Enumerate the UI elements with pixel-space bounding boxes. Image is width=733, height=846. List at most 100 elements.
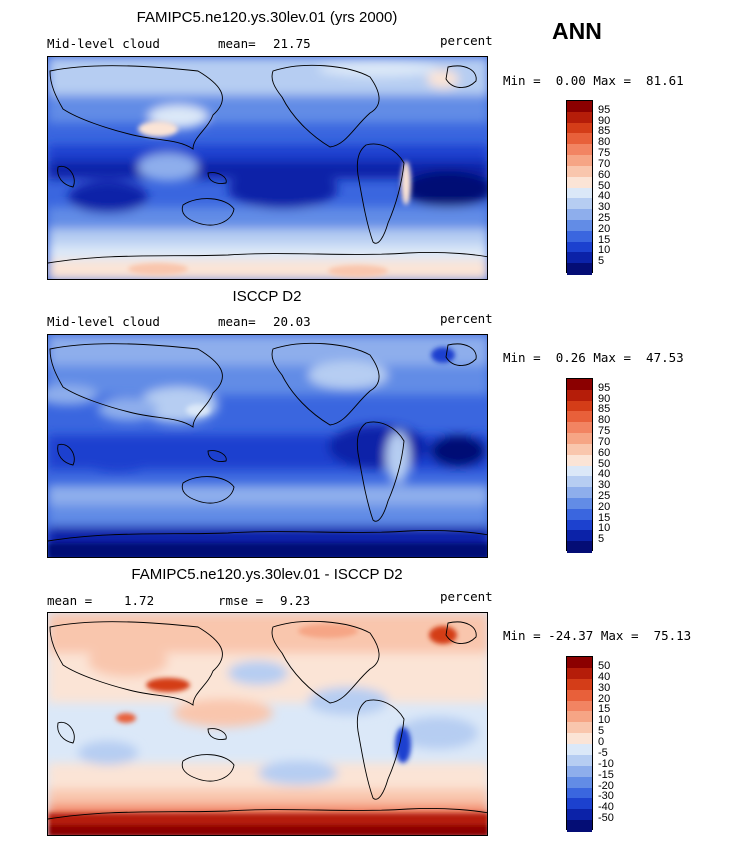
colorbar-segment: [567, 678, 592, 691]
colorbar-segment: [567, 519, 592, 531]
panel-3-title: FAMIPC5.ne120.ys.30lev.01 - ISCCP D2: [131, 566, 403, 583]
panel-2-max-value: 47.53: [646, 350, 684, 365]
panel-3-mean-label: mean =: [47, 593, 93, 608]
colorbar-tick-label: 95: [598, 381, 611, 394]
colorbar-segment: [567, 422, 592, 434]
panel-1-min-value: 0.00: [555, 73, 586, 88]
panel-2-map: [47, 334, 488, 558]
colorbar-segment: [567, 219, 592, 232]
colorbar-segment: [567, 530, 592, 542]
panel-1-max-value: 81.61: [646, 73, 684, 88]
colorbar-tick-label: 10: [598, 244, 611, 257]
colorbar-segment: [567, 765, 592, 778]
colorbar-segment: [567, 379, 592, 391]
colorbar-tick-label: 40: [598, 468, 611, 481]
colorbar-tick-label: -50: [598, 812, 614, 825]
colorbar-tick-label: -20: [598, 779, 614, 792]
panel-3-units: percent: [440, 589, 493, 604]
colorbar-tick-label: 90: [598, 114, 611, 127]
colorbar-segment: [567, 155, 592, 167]
colorbar-tick-label: 90: [598, 392, 611, 405]
colorbar-segment: [567, 667, 592, 680]
panel-1-minmax: Min = 0.00 Max = 81.61: [503, 73, 684, 88]
colorbar-tick-label: -30: [598, 790, 614, 803]
colorbar-segment: [567, 122, 592, 134]
colorbar-tick-label: 30: [598, 479, 611, 492]
colorbar-segment: [567, 198, 592, 210]
colorbar-tick-label: 0: [598, 736, 605, 748]
panel-3-mean-value: 1.72: [124, 593, 155, 608]
colorbar-tick-label: 30: [598, 681, 611, 694]
colorbar-segment: [567, 263, 592, 275]
colorbar-segment: [567, 776, 592, 788]
panel-3-colorbar: [566, 656, 593, 832]
colorbar-segment: [567, 541, 592, 553]
colorbar-tick-label: 80: [598, 414, 611, 427]
panel-3-map: [47, 612, 488, 836]
colorbar-segment: [567, 144, 592, 156]
colorbar-segment: [567, 787, 592, 799]
panel-3-max-value: 75.13: [653, 628, 692, 643]
panel-3-rmse-value: 9.23: [280, 593, 311, 608]
colorbar-segment: [567, 133, 592, 145]
colorbar-tick-label: 25: [598, 211, 611, 224]
panel-2-min-value: 0.26: [555, 350, 586, 365]
colorbar-tick-label: 70: [598, 435, 611, 448]
colorbar-segment: [567, 209, 592, 221]
colorbar-segment: [567, 411, 592, 423]
colorbar-segment: [567, 711, 592, 723]
colorbar-tick-label: -40: [598, 801, 614, 814]
colorbar-tick-label: 15: [598, 703, 611, 716]
panel-2-colorbar: [566, 378, 593, 553]
colorbar-segment: [567, 722, 592, 734]
colorbar-segment: [567, 820, 592, 832]
panel-2-title: ISCCP D2: [232, 288, 302, 305]
colorbar-tick-label: 20: [598, 222, 611, 235]
panel-1-map: [47, 56, 488, 280]
panel-1-min-label: Min =: [503, 73, 541, 88]
colorbar-tick-label: 85: [598, 125, 611, 138]
colorbar-tick-label: 10: [598, 522, 611, 535]
colorbar-segment: [567, 700, 592, 712]
colorbar-segment: [567, 689, 592, 701]
colorbar-tick-label: 5: [598, 725, 605, 738]
colorbar-segment: [567, 657, 592, 669]
colorbar-tick-label: 80: [598, 136, 611, 149]
colorbar-tick-label: 15: [598, 511, 611, 524]
colorbar-tick-label: 40: [598, 190, 611, 203]
colorbar-segment: [567, 165, 592, 178]
panel-2-units: percent: [440, 311, 493, 326]
colorbar-segment: [567, 744, 592, 756]
colorbar-tick-label: 20: [598, 500, 611, 513]
colorbar-segment: [567, 487, 592, 499]
panel-3-min-label: Min =: [503, 628, 541, 643]
colorbar-tick-label: -15: [598, 768, 614, 781]
colorbar-segment: [567, 798, 592, 810]
colorbar-segment: [567, 508, 592, 521]
colorbar-tick-label: 10: [598, 714, 611, 727]
colorbar-segment: [567, 443, 592, 456]
colorbar-tick-label: 50: [598, 457, 611, 470]
colorbar-segment: [567, 465, 592, 477]
colorbar-tick-label: 85: [598, 403, 611, 416]
colorbar-segment: [567, 809, 592, 821]
panel-2-mean-label: mean=: [218, 314, 256, 329]
panel-1-max-label: Max =: [593, 73, 631, 88]
panel-1-title: FAMIPC5.ne120.ys.30lev.01 (yrs 2000): [136, 9, 398, 26]
panel-3-min-value: -24.37: [548, 628, 594, 643]
colorbar-tick-label: 75: [598, 147, 611, 160]
colorbar-tick-label: 30: [598, 201, 611, 214]
panel-1-colorbar: [566, 100, 593, 275]
colorbar-segment: [567, 187, 592, 199]
panel-2-minmax: Min = 0.26 Max = 47.53: [503, 350, 684, 365]
colorbar-segment: [567, 101, 592, 113]
colorbar-segment: [567, 252, 592, 264]
colorbar-tick-label: -10: [598, 757, 614, 770]
panel-3-minmax: Min = -24.37 Max = 75.13: [503, 628, 691, 643]
colorbar-tick-label: 25: [598, 489, 611, 502]
panel-2-max-label: Max =: [593, 350, 631, 365]
colorbar-segment: [567, 111, 592, 124]
colorbar-tick-label: 5: [598, 255, 605, 268]
colorbar-tick-label: 95: [598, 103, 611, 116]
colorbar-tick-label: 60: [598, 168, 611, 181]
